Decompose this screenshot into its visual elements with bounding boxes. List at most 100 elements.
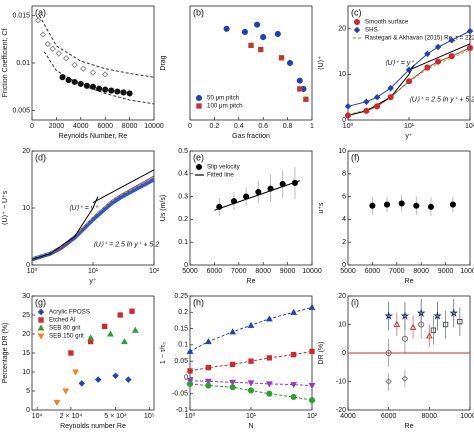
marker [78, 380, 86, 387]
y-tick-label: 0 [184, 262, 188, 269]
marker [229, 328, 237, 335]
marker [62, 388, 70, 395]
legend-marker [195, 94, 203, 102]
y-tick-label: 0.25 [174, 293, 188, 300]
legend-label: 100 μm pitch [207, 103, 243, 110]
x-tick-label: 5 × 10⁴ [104, 413, 127, 420]
x-axis-label: Re [405, 278, 414, 285]
y-axis-label: DR (%) [318, 342, 325, 365]
legend-marker [37, 308, 45, 316]
marker [290, 382, 298, 389]
marker [385, 349, 392, 357]
x-tick-label: 1 [310, 123, 314, 130]
legend-label: Fitted line [207, 172, 234, 179]
marker [387, 84, 394, 92]
marker [363, 98, 370, 105]
marker [117, 312, 123, 318]
y-axis-label: u⁺s [318, 202, 325, 214]
marker [89, 69, 97, 76]
marker [205, 364, 212, 371]
x-tick-label: 7000 [231, 268, 247, 275]
series-line [31, 176, 155, 259]
legend-label: SHS [365, 27, 378, 34]
x-tick-label: 0.6 [258, 123, 268, 130]
panel-label: (e) [193, 152, 204, 162]
y-tick-label: 4 [342, 216, 346, 223]
panel-label: (g) [35, 297, 46, 307]
x-tick-label: 10² [465, 123, 474, 130]
x-tick-label: 8000 [255, 268, 271, 275]
x-tick-label: 10000 [144, 123, 164, 130]
legend-marker [195, 163, 203, 171]
marker [344, 103, 352, 110]
legend-label: Acrylic FPOSS [49, 309, 90, 316]
marker [369, 202, 376, 209]
marker [430, 327, 437, 333]
y-tick-label: 0.2 [178, 309, 188, 316]
marker [94, 376, 102, 383]
y-axis-label: ⟨U⟩⁺ − U⁺s [1, 190, 9, 225]
y-tick-label: 0.05 [174, 358, 188, 365]
marker [125, 376, 132, 383]
x-tick-label: 5000 [340, 268, 356, 275]
marker [435, 58, 442, 65]
marker [55, 50, 63, 57]
marker [247, 387, 255, 394]
marker [266, 355, 273, 361]
marker [274, 30, 281, 38]
x-tick-label: 0.8 [283, 123, 293, 130]
x-tick-label: 0 [188, 123, 192, 130]
legend-label: Slip velocity [207, 164, 241, 171]
marker [129, 308, 135, 314]
x-tick-label: 10000 [302, 268, 322, 275]
y-axis-label: Drag [160, 55, 167, 70]
legend-label: Rastegari & Akhavan (2015) Re_τ = 222 [365, 35, 474, 42]
marker [373, 93, 381, 101]
marker [449, 308, 459, 317]
series-line [347, 65, 415, 116]
x-tick-label: 2 × 10⁴ [60, 413, 83, 420]
x-tick-label: 6000 [365, 268, 381, 275]
x-axis-label: Re [247, 278, 256, 285]
annotation: ⟨U⟩⁺ = y⁺ [69, 204, 100, 212]
legend-label: Etched Al [49, 317, 75, 324]
marker [260, 34, 267, 41]
x-tick-label: 10¹ [404, 123, 415, 130]
marker [308, 303, 316, 310]
x-tick-label: 10⁰ [27, 267, 38, 275]
marker [466, 27, 474, 35]
marker [448, 53, 455, 60]
x-tick-label: 10⁴ [32, 413, 43, 420]
marker [72, 369, 79, 376]
y-tick-label: -20 [336, 407, 346, 414]
y-tick-label: -0.1 [176, 407, 188, 414]
y-tick-label: 0.01 [16, 60, 30, 67]
x-tick-label: 10¹ [88, 268, 99, 275]
annotation: ⟨U⟩⁺ = y⁺ [385, 59, 416, 67]
marker [101, 71, 109, 78]
marker [383, 201, 391, 208]
marker [401, 335, 408, 342]
marker [241, 28, 248, 35]
marker [308, 397, 316, 404]
x-tick-label: 10¹ [246, 413, 257, 420]
marker [204, 338, 212, 345]
y-tick-label: 0.4 [178, 171, 188, 178]
marker [114, 88, 121, 95]
legend-marker [37, 333, 45, 340]
marker [107, 330, 114, 337]
marker [409, 323, 417, 330]
x-axis-label: y⁺ [89, 278, 97, 285]
y-tick-label: -10 [336, 378, 346, 385]
panel-label: (h) [193, 297, 204, 307]
y-tick-label: 0 [26, 407, 30, 414]
x-tick-label: 10⁰ [185, 412, 196, 420]
x-tick-label: 6000 [97, 123, 113, 130]
x-tick-label: 5000 [182, 268, 198, 275]
marker [87, 334, 95, 341]
x-axis-label: Reynolds Number, Re [59, 133, 128, 140]
marker [89, 83, 97, 90]
marker [59, 74, 66, 81]
marker [296, 77, 303, 84]
marker [229, 379, 237, 386]
